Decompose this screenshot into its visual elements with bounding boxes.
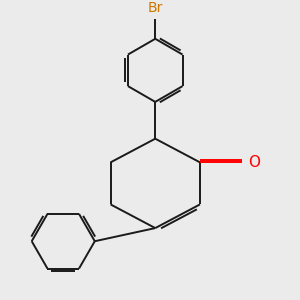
Text: O: O xyxy=(248,155,260,170)
Text: Br: Br xyxy=(148,1,163,15)
